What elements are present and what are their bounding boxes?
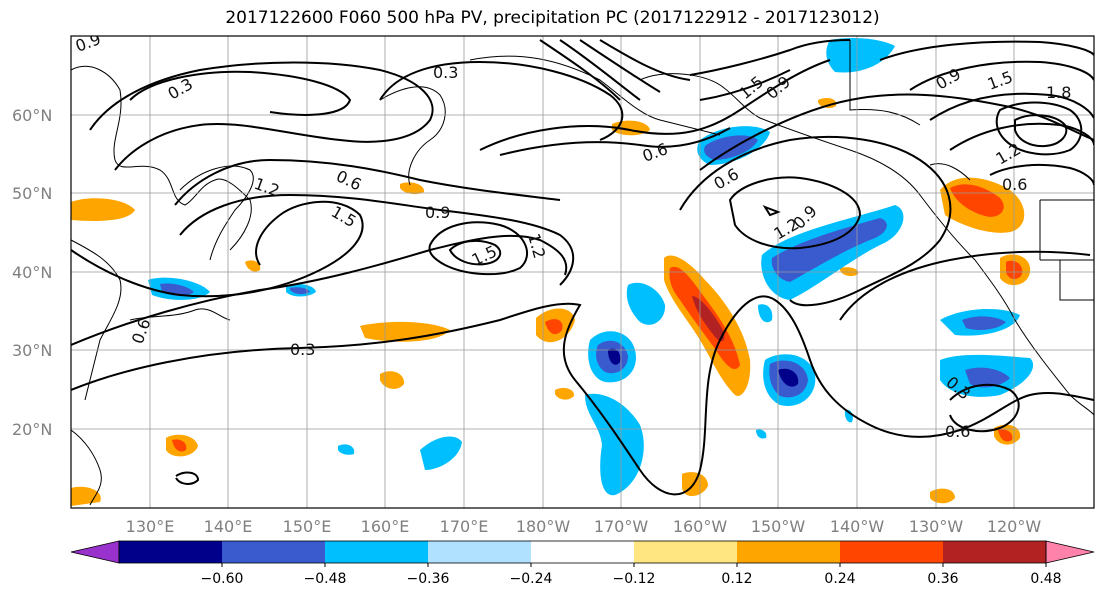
lat-tick-label: 30°N xyxy=(12,341,52,360)
colorbar-labels: −0.60 −0.48 −0.36 −0.24 −0.12 0.12 0.24 0.36 0.4… xyxy=(201,563,1062,587)
pv-label: 0.3 xyxy=(290,340,315,359)
colorbar-bin xyxy=(119,541,223,563)
colorbar-tick-label: 0.36 xyxy=(927,571,958,587)
colorbar-tick-label: 0.48 xyxy=(1030,571,1061,587)
lon-tick-label: 120°W xyxy=(987,517,1042,536)
lon-tick-label: 140°W xyxy=(830,517,885,536)
pv-label: 0.3 xyxy=(433,63,458,82)
pv-label: 0.6 xyxy=(945,422,970,441)
lat-tick-label: 50°N xyxy=(12,184,52,203)
figure-title: 2017122600 F060 500 hPa PV, precipitatio… xyxy=(225,8,880,28)
colorbar-tick-label: −0.24 xyxy=(510,571,553,587)
colorbar-outline xyxy=(118,540,1047,564)
pv-label: 0.9 xyxy=(425,203,450,222)
colorbar-bin xyxy=(531,541,635,563)
colorbar-tick-label: −0.36 xyxy=(407,571,450,587)
colorbar-tick-label: −0.60 xyxy=(201,571,244,587)
lon-tick-label: 130°E xyxy=(126,517,175,536)
colorbar xyxy=(70,540,1095,564)
colorbar-bin xyxy=(222,541,326,563)
colorbar-bin xyxy=(737,541,841,563)
colorbar-extend-high xyxy=(1045,540,1095,564)
map-layers: 0.9 0.3 0.3 1.2 1.5 0.6 0.9 1.5 1.2 0.3 … xyxy=(71,36,1094,508)
pv-label: 1.8 xyxy=(1046,83,1071,102)
colorbar-bin xyxy=(634,541,738,563)
lon-tick-label: 170°E xyxy=(440,517,489,536)
pv-contours xyxy=(71,39,1094,496)
lon-tick-label: 160°E xyxy=(361,517,410,536)
lon-tick-label: 130°W xyxy=(909,517,964,536)
colorbar-tick-label: 0.24 xyxy=(824,571,855,587)
colorbar-extend-low xyxy=(70,540,120,564)
colorbar-tick-label: 0.12 xyxy=(721,571,752,587)
lat-tick-label: 40°N xyxy=(12,263,52,282)
map-frame xyxy=(70,35,1095,509)
lat-axis: 60°N 50°N 40°N 30°N 20°N xyxy=(12,106,52,439)
lon-tick-label: 150°W xyxy=(751,517,806,536)
colorbar-tick-label: −0.48 xyxy=(304,571,347,587)
gridlines xyxy=(71,36,1094,508)
colorbar-bin xyxy=(943,541,1047,563)
lat-tick-label: 60°N xyxy=(12,106,52,125)
lon-tick-label: 170°W xyxy=(594,517,649,536)
colorbar-bin xyxy=(428,541,532,563)
colorbar-tick-label: −0.12 xyxy=(613,571,656,587)
colorbar-bin xyxy=(840,541,944,563)
lat-tick-label: 20°N xyxy=(12,420,52,439)
colorbar-bin xyxy=(325,541,429,563)
pv-label: 0.6 xyxy=(1002,175,1027,194)
coastlines xyxy=(71,40,1094,506)
lon-tick-label: 150°E xyxy=(283,517,332,536)
lon-tick-label: 180°W xyxy=(516,517,571,536)
lon-tick-label: 140°E xyxy=(204,517,253,536)
lon-tick-label: 160°W xyxy=(673,517,728,536)
lon-axis: 130°E 140°E 150°E 160°E 170°E 180°W 170°… xyxy=(126,517,1042,536)
